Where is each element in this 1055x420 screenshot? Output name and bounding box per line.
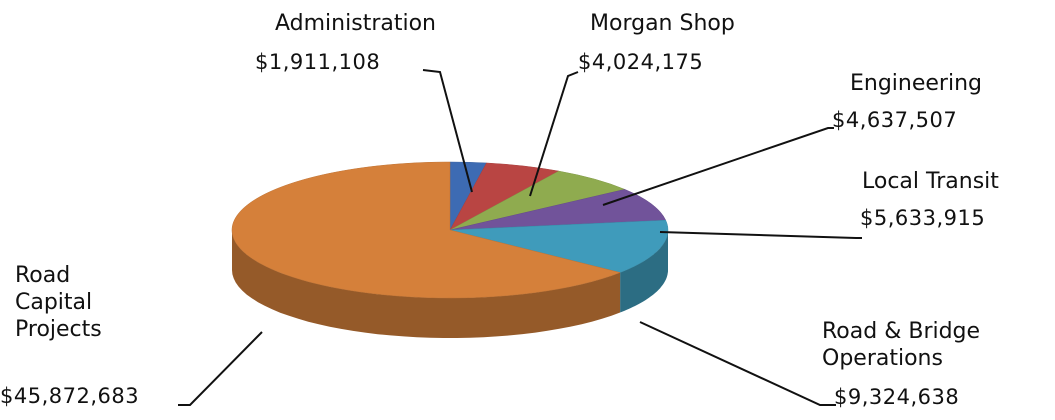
slice-side — [620, 230, 668, 313]
slice — [449, 219, 669, 273]
slice-label: Administration — [275, 11, 436, 36]
leader-line — [602, 127, 834, 206]
value-label: $4,637,507 — [832, 108, 958, 132]
leader-line — [422, 69, 473, 193]
value-label: $5,633,915 — [860, 206, 986, 230]
slice-label: Road Capital Projects — [15, 263, 102, 342]
value-label: $45,872,683 — [0, 384, 140, 408]
value-label: $9,324,638 — [834, 385, 960, 409]
value-label: $1,911,108 — [255, 50, 381, 74]
value-label: $4,024,175 — [578, 50, 704, 74]
slice-label: Local Transit — [862, 169, 999, 194]
slice-label: Morgan Shop — [590, 11, 735, 36]
slice-label: Road & Bridge Operations — [822, 319, 981, 371]
leader-line — [659, 231, 862, 239]
slice-label: Engineering — [850, 71, 982, 96]
leader-line — [529, 71, 579, 197]
slice — [231, 161, 621, 299]
leader-line — [178, 331, 263, 406]
slice-side — [232, 230, 621, 338]
slice — [449, 189, 667, 231]
leader-line — [639, 321, 836, 406]
